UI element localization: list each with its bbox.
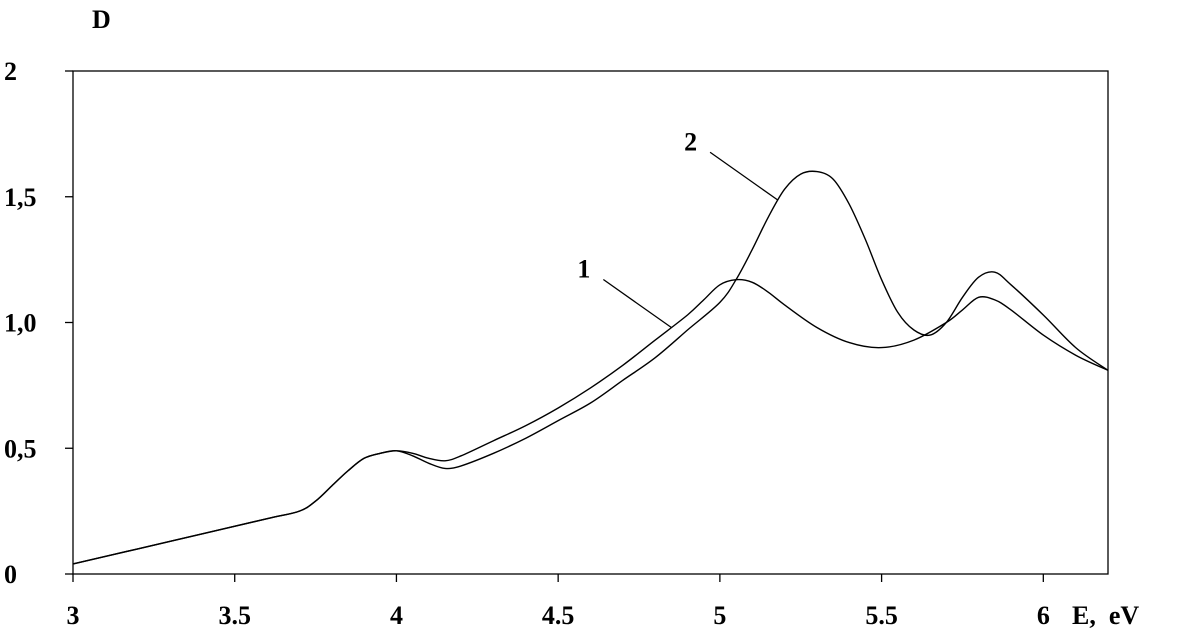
x-tick-label: 5 xyxy=(713,601,726,630)
x-tick-label: 3.5 xyxy=(218,601,251,630)
y-tick-label: 2 xyxy=(4,57,17,86)
annotation-leader-line xyxy=(602,278,672,329)
y-tick-label: 0 xyxy=(4,560,17,589)
annotation-layer: 12 xyxy=(577,127,779,329)
y-tick-label: 1,0 xyxy=(4,309,37,338)
series-2-line xyxy=(72,170,1109,565)
y-axis-label: D xyxy=(92,5,111,34)
plot-frame xyxy=(72,70,1109,575)
x-tick-label: 4 xyxy=(390,601,403,630)
annotation-label: 2 xyxy=(684,127,697,156)
x-tick-label: 5.5 xyxy=(865,601,898,630)
y-tick-label: 0,5 xyxy=(4,434,37,463)
series-1-line xyxy=(72,278,1109,565)
x-axis-label: E, eV xyxy=(1072,601,1139,630)
axis-ticks: 3 3.5 4 4.5 5 5.5 6 0 0,5 1,0 1,5 2 xyxy=(4,57,1050,630)
annotation-label: 1 xyxy=(577,255,590,284)
x-tick-label: 6 xyxy=(1037,601,1050,630)
series-layer xyxy=(72,170,1109,565)
x-tick-label: 3 xyxy=(67,601,80,630)
y-tick-label: 1,5 xyxy=(4,183,37,212)
x-tick-label: 4.5 xyxy=(542,601,575,630)
annotation-leader-line xyxy=(709,151,779,201)
